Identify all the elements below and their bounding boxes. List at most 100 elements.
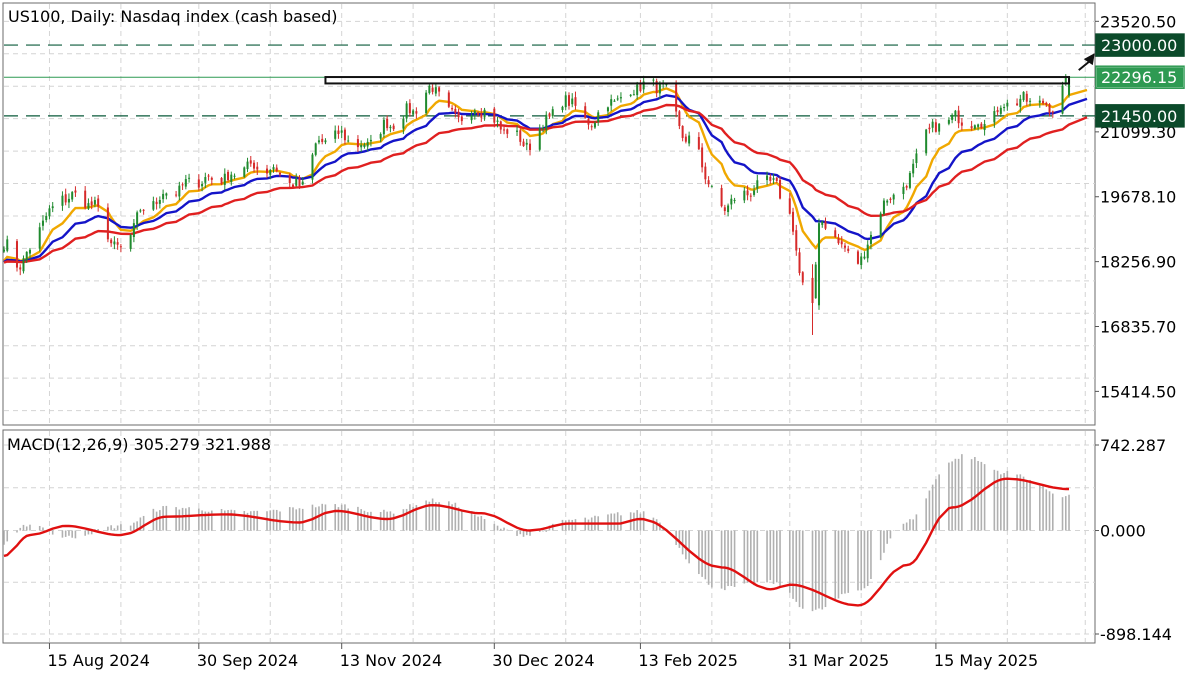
candle: [798, 247, 801, 276]
candle: [541, 124, 545, 133]
candle-body: [223, 173, 226, 185]
date-tick-label: 15 Aug 2024: [47, 651, 150, 670]
candle: [947, 117, 950, 126]
candle-body: [483, 109, 486, 118]
candle: [113, 236, 116, 250]
candle: [356, 135, 359, 152]
candle-body: [821, 221, 824, 225]
candle-body: [51, 206, 54, 209]
macd-panel: MACD(12,26,9) 305.279 321.988: [2, 429, 1096, 644]
candle-body: [788, 198, 791, 214]
candle: [340, 125, 343, 139]
candle-body: [882, 200, 885, 215]
candle-body: [6, 239, 9, 251]
candle: [496, 116, 499, 128]
candle: [886, 199, 889, 206]
candle: [1042, 98, 1045, 106]
candle: [201, 181, 204, 192]
candle-body: [567, 95, 570, 106]
candle-body: [87, 203, 90, 209]
candle: [447, 90, 450, 109]
candle-body: [142, 209, 145, 211]
candle: [775, 177, 778, 184]
candle: [41, 215, 44, 231]
candle-body: [811, 277, 814, 304]
candle: [727, 203, 730, 217]
candle: [71, 190, 74, 202]
candle-body: [106, 207, 109, 240]
candle: [840, 236, 843, 248]
candle-body: [993, 111, 996, 123]
candle: [363, 142, 366, 149]
candle-body: [957, 110, 960, 124]
ma-line-slow: [3, 103, 1088, 264]
candle-body: [470, 115, 473, 121]
candle-body: [74, 190, 77, 193]
candle-body: [593, 123, 596, 128]
candle-body: [642, 81, 645, 90]
candle-body: [93, 200, 96, 205]
candle-body: [574, 97, 577, 106]
macd-grid: [4, 431, 1095, 642]
candle: [616, 95, 619, 101]
candle: [684, 133, 687, 144]
candle-body: [879, 213, 882, 237]
candle: [902, 182, 905, 200]
candle: [45, 212, 48, 223]
candle: [866, 240, 869, 263]
candle: [48, 205, 51, 220]
candle-body: [412, 110, 415, 115]
candle-body: [779, 179, 782, 199]
candle-body: [983, 124, 986, 131]
candle-body: [90, 201, 93, 206]
candle-body: [152, 201, 155, 210]
candle-body: [902, 186, 905, 195]
candle-body: [915, 153, 918, 164]
candle-body: [506, 129, 509, 134]
candle-body: [129, 235, 132, 249]
price-tick-label: 21099.30: [1100, 123, 1176, 142]
candle-body: [22, 258, 25, 272]
candle: [360, 140, 363, 153]
candle-body: [746, 190, 749, 196]
price-badge-label: 23000.00: [1101, 36, 1177, 55]
candle: [817, 218, 821, 310]
candle: [707, 176, 710, 188]
candle: [343, 127, 346, 145]
candle: [116, 238, 119, 250]
macd-tick-label: 0.000: [1100, 522, 1146, 541]
macd-tick-label: 742.287: [1100, 436, 1166, 455]
candle-body: [798, 252, 801, 274]
date-axis: 15 Aug 2024 30 Sep 2024 13 Nov 2024 30 Dec …: [47, 643, 1038, 670]
candle: [879, 211, 882, 239]
candle: [165, 192, 168, 200]
candle: [64, 188, 67, 206]
candle: [93, 196, 96, 208]
candle-body: [665, 84, 668, 86]
candle-body: [1016, 103, 1019, 106]
candle-body: [451, 107, 454, 110]
candle: [681, 125, 684, 142]
price-axis: 23520.50 21099.30 19678.10 18256.90 16835.70…: [1095, 12, 1185, 401]
candle-body: [1006, 102, 1009, 107]
candle: [1045, 101, 1048, 107]
price-badge-label: 21450.00: [1101, 107, 1177, 126]
candle: [954, 109, 957, 122]
candle-body: [288, 175, 291, 184]
candle: [779, 176, 782, 200]
candle-body: [1025, 93, 1028, 102]
candle: [834, 227, 837, 238]
price-tick-label: 15414.50: [1100, 382, 1176, 401]
candle-body: [973, 125, 976, 129]
candle-body: [996, 110, 999, 113]
date-tick-label: 31 Mar 2025: [788, 651, 889, 670]
candle: [347, 135, 350, 143]
candle: [801, 271, 804, 286]
candle-body: [551, 109, 554, 117]
candle: [298, 175, 301, 189]
candle: [337, 125, 340, 139]
moving-averages: [3, 87, 1088, 264]
candle-body: [272, 167, 275, 170]
candle-body: [892, 194, 895, 200]
